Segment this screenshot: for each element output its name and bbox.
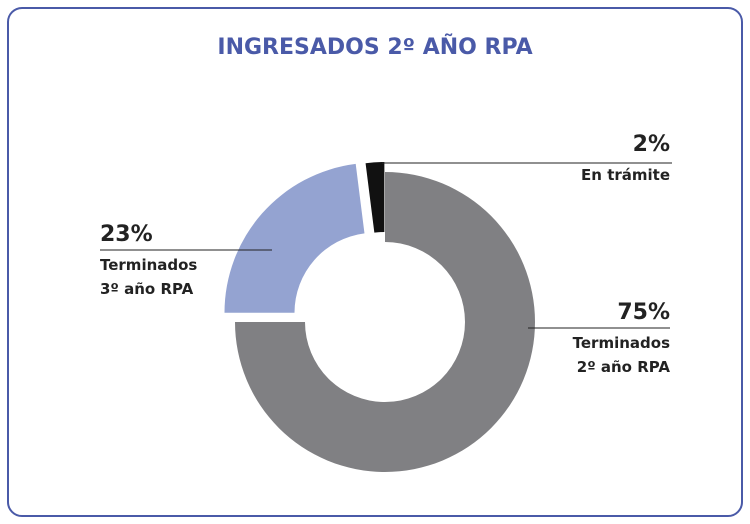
panel [7,7,743,517]
donut-segment [224,163,365,313]
slice-label: 2% En trámite [550,132,670,187]
value-label: 2% [632,132,670,157]
category-label: Terminados 2º año RPA [572,334,670,376]
category-label: Terminados 3º año RPA [100,256,198,298]
donut-segment [365,162,385,233]
slice-label: 75% Terminados 2º año RPA [550,300,670,379]
value-label: 75% [617,300,670,325]
value-label: 23% [100,222,153,247]
slice-label: 23% Terminados 3º año RPA [100,222,220,301]
donut-segment [235,172,535,472]
chart-title: INGRESADOS 2º AÑO RPA [217,34,532,60]
category-label: En trámite [581,166,670,184]
